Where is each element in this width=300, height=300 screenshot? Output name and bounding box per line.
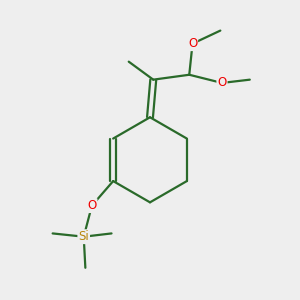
Text: O: O — [218, 76, 226, 89]
Text: O: O — [87, 199, 97, 212]
Text: Si: Si — [78, 230, 89, 243]
Text: O: O — [188, 37, 197, 50]
